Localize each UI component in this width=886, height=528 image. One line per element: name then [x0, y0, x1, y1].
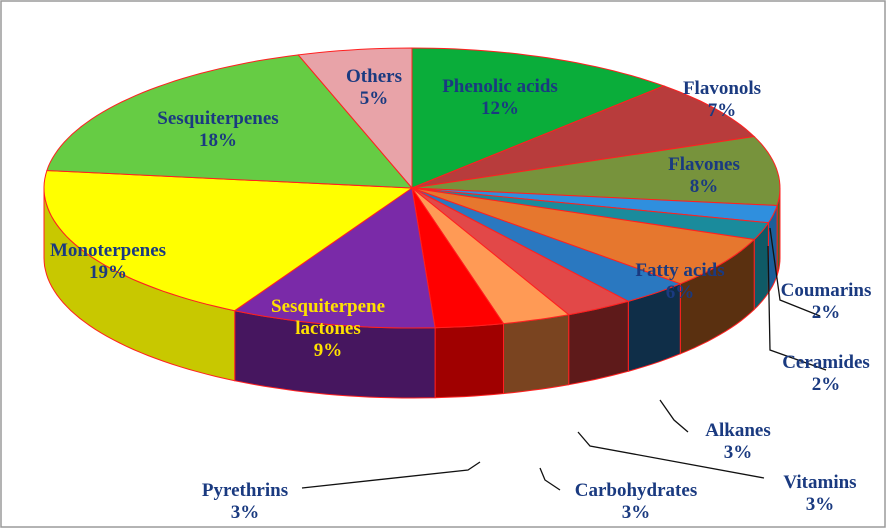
value-phenolic-acids: 12% [481, 98, 519, 119]
label-coumarins: Coumarins 2% [781, 280, 872, 323]
value-carbohydrates: 3% [622, 502, 651, 523]
value-sesquiterpene-lactones: 9% [314, 340, 343, 361]
leader-alkanes [659, 399, 689, 433]
label-vitamins: Vitamins 3% [783, 472, 856, 515]
slice-sesquiterpene-lactones[interactable] [233, 187, 436, 329]
label-carbohydrates: Carbohydrates 3% [575, 480, 697, 523]
slice-phenolic-acids[interactable] [411, 47, 666, 189]
slice-others[interactable] [297, 47, 413, 190]
label-phenolic-acids: Phenolic acids 12% [442, 76, 558, 119]
label-monoterpenes: Monoterpenes 19% [50, 240, 166, 283]
pie-sides [43, 187, 781, 399]
pie-tops [43, 47, 781, 329]
label-fatty-acids: Fatty acids 6% [635, 260, 724, 303]
label-sesquiterpenes: Sesquiterpenes 18% [157, 108, 278, 151]
leader-vitamins [577, 431, 765, 479]
slice-sesquiterpenes[interactable] [46, 54, 414, 189]
slice-side-vitamins [568, 300, 629, 386]
slice-carbohydrates[interactable] [411, 187, 570, 325]
leader-carbohydrates [539, 467, 561, 491]
value-monoterpenes: 19% [89, 262, 127, 283]
label-flavonols: Flavonols 7% [683, 78, 761, 121]
label-ceramides: Ceramides 2% [782, 352, 870, 395]
label-pyrethrins: Pyrethrins 3% [202, 480, 288, 523]
slice-side-pyrethrins [434, 323, 504, 399]
value-flavonols: 7% [708, 100, 737, 121]
leader-pyrethrins [301, 461, 481, 489]
slice-labels: Phenolic acids 12% Flavonols 7% Flavones 8% Co… [50, 66, 871, 523]
value-fatty-acids: 6% [666, 282, 695, 303]
value-pyrethrins: 3% [231, 502, 260, 523]
slice-pyrethrins[interactable] [411, 187, 505, 329]
label-flavones: Flavones 8% [668, 154, 740, 197]
value-ceramides: 2% [812, 374, 841, 395]
label-sesquiterpene-lactones: Sesquiterpene lactones 9% [271, 296, 385, 361]
slice-flavonols[interactable] [411, 85, 756, 189]
slice-fatty-acids[interactable] [411, 187, 756, 285]
slice-monoterpenes[interactable] [43, 169, 414, 312]
leader-lines [301, 227, 827, 491]
value-flavones: 8% [690, 176, 719, 197]
label-alkanes: Alkanes 3% [705, 420, 770, 463]
slice-side-carbohydrates [503, 314, 570, 395]
leader-coumarins [769, 227, 821, 317]
value-others: 5% [360, 88, 389, 109]
value-alkanes: 3% [724, 442, 753, 463]
slice-ceramides[interactable] [411, 187, 770, 241]
label-others: Others 5% [346, 66, 402, 109]
slice-flavones[interactable] [411, 135, 781, 207]
slice-alkanes[interactable] [411, 187, 682, 302]
value-coumarins: 2% [812, 302, 841, 323]
value-sesquiterpenes: 18% [199, 130, 237, 151]
value-vitamins: 3% [806, 494, 835, 515]
slice-vitamins[interactable] [411, 187, 630, 316]
leader-ceramides [767, 245, 827, 371]
